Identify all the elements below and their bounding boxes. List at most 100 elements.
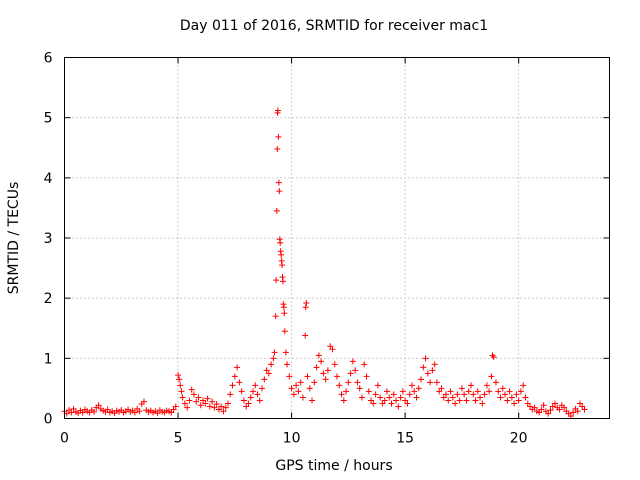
data-point — [206, 403, 213, 410]
data-point — [215, 406, 222, 413]
data-point — [263, 367, 270, 374]
data-point — [545, 410, 552, 417]
data-point — [486, 388, 493, 395]
data-point — [431, 361, 438, 368]
data-point — [488, 373, 495, 380]
data-point — [399, 388, 406, 395]
data-point — [261, 376, 268, 383]
data-point — [492, 379, 499, 386]
data-point — [91, 408, 98, 415]
data-point — [272, 313, 279, 320]
data-point — [227, 391, 234, 398]
data-point — [274, 107, 281, 114]
data-point — [299, 394, 306, 401]
data-point — [256, 397, 263, 404]
data-point — [240, 397, 247, 404]
data-point — [213, 401, 220, 408]
data-point — [277, 239, 284, 246]
y-tick-label: 0 — [44, 412, 53, 428]
data-point — [477, 394, 484, 401]
data-point — [370, 400, 377, 407]
data-point — [402, 397, 409, 404]
data-point — [452, 400, 459, 407]
data-point — [404, 400, 411, 407]
data-point — [172, 403, 179, 410]
data-point — [388, 400, 395, 407]
data-point — [273, 207, 280, 214]
data-point — [136, 408, 143, 415]
data-point — [395, 403, 402, 410]
data-point — [190, 391, 197, 398]
data-point — [229, 382, 236, 389]
data-point — [361, 361, 368, 368]
x-axis: 0 5 10 15 20 — [60, 57, 528, 447]
data-point — [327, 343, 334, 350]
data-point — [181, 400, 188, 407]
data-point — [390, 391, 397, 398]
data-point — [313, 364, 320, 371]
data-point — [179, 394, 186, 401]
data-point — [397, 394, 404, 401]
data-point — [467, 382, 474, 389]
data-point — [70, 405, 77, 412]
data-point — [175, 372, 182, 379]
data-point — [383, 388, 390, 395]
data-point — [220, 408, 227, 415]
data-point — [140, 398, 147, 405]
data-point — [381, 397, 388, 404]
data-point — [445, 397, 452, 404]
data-point — [579, 403, 586, 410]
data-point — [538, 406, 545, 413]
data-point — [520, 382, 527, 389]
data-point — [552, 400, 558, 407]
data-point — [429, 367, 436, 374]
data-point — [252, 382, 259, 389]
data-point — [177, 382, 184, 389]
data-point — [154, 410, 161, 417]
data-point — [347, 370, 354, 377]
data-point — [454, 391, 461, 398]
data-point — [68, 409, 75, 416]
data-point — [293, 382, 300, 389]
data-point — [490, 354, 497, 361]
data-point — [290, 391, 297, 398]
chart-title: Day 011 of 2016, SRMTID for receiver mac… — [180, 18, 488, 34]
data-point — [497, 394, 504, 401]
data-point — [513, 391, 520, 398]
data-point — [249, 388, 256, 395]
data-point — [297, 379, 304, 386]
data-point — [322, 376, 329, 383]
data-points — [61, 107, 588, 420]
data-point — [259, 385, 266, 392]
data-point — [238, 388, 245, 395]
y-tick-label: 5 — [44, 111, 53, 127]
data-point — [188, 386, 195, 393]
data-point — [331, 361, 338, 368]
y-tick-label: 6 — [44, 51, 53, 67]
y-tick-label: 2 — [44, 291, 53, 307]
data-point — [184, 404, 191, 411]
x-axis-label: GPS time / hours — [275, 458, 392, 474]
data-point — [483, 382, 490, 389]
data-point — [413, 394, 420, 401]
data-point — [278, 251, 285, 258]
data-point — [472, 397, 479, 404]
data-point — [234, 364, 241, 371]
data-point — [281, 310, 288, 317]
data-point — [358, 394, 365, 401]
data-point — [443, 391, 449, 398]
data-point — [309, 397, 316, 404]
data-point — [231, 373, 238, 380]
data-point — [79, 409, 86, 416]
data-point — [556, 406, 563, 413]
y-axis: 0 1 2 3 4 5 6 — [44, 51, 610, 428]
data-point — [170, 406, 177, 413]
data-point — [306, 385, 313, 392]
data-point — [561, 404, 568, 411]
data-point — [273, 277, 280, 284]
data-point — [415, 385, 422, 392]
data-point — [284, 361, 291, 368]
data-point — [576, 400, 583, 407]
x-tick-label: 10 — [283, 431, 301, 447]
data-point — [549, 403, 556, 410]
